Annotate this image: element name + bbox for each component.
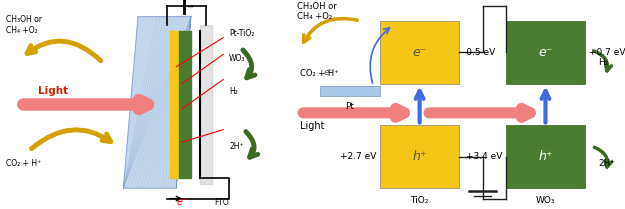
Text: WO₃: WO₃ <box>229 54 246 63</box>
Polygon shape <box>200 25 211 184</box>
Text: 2H⁺: 2H⁺ <box>229 142 244 151</box>
Text: Light: Light <box>38 86 68 96</box>
Polygon shape <box>171 31 179 178</box>
Text: h⁺: h⁺ <box>412 150 427 163</box>
Text: Pt-TiO₂: Pt-TiO₂ <box>229 29 254 38</box>
Text: Light: Light <box>301 121 325 131</box>
FancyBboxPatch shape <box>506 125 585 188</box>
Text: e⁻: e⁻ <box>412 46 427 59</box>
Text: CH₃OH or
CH₄ +O₂: CH₃OH or CH₄ +O₂ <box>297 2 337 22</box>
Text: 2H⁺: 2H⁺ <box>599 158 616 168</box>
Polygon shape <box>179 31 191 178</box>
FancyBboxPatch shape <box>506 21 585 84</box>
Text: e⁻: e⁻ <box>538 46 552 59</box>
Text: e⁻: e⁻ <box>324 68 334 77</box>
Polygon shape <box>123 17 191 188</box>
Text: e⁻: e⁻ <box>176 197 187 207</box>
FancyBboxPatch shape <box>380 125 459 188</box>
Text: -0.5 eV: -0.5 eV <box>462 48 495 57</box>
Text: H₂: H₂ <box>229 87 238 97</box>
FancyBboxPatch shape <box>380 21 459 84</box>
Text: CO₂ + H⁺: CO₂ + H⁺ <box>301 69 339 78</box>
FancyBboxPatch shape <box>320 86 380 96</box>
Text: h⁺: h⁺ <box>538 150 552 163</box>
Text: +0.7 eV: +0.7 eV <box>589 48 625 57</box>
Text: H₂: H₂ <box>599 58 609 67</box>
Text: WO₃: WO₃ <box>536 196 555 205</box>
Text: +2.7 eV: +2.7 eV <box>340 152 376 161</box>
Text: CO₂ + H⁺: CO₂ + H⁺ <box>6 158 41 168</box>
Text: CH₃OH or
CH₄ +O₂: CH₃OH or CH₄ +O₂ <box>6 15 42 35</box>
Text: TiO₂: TiO₂ <box>411 196 429 205</box>
Text: Pt: Pt <box>346 102 354 111</box>
Text: +3.4 eV: +3.4 eV <box>466 152 503 161</box>
Text: FTO: FTO <box>214 198 229 207</box>
